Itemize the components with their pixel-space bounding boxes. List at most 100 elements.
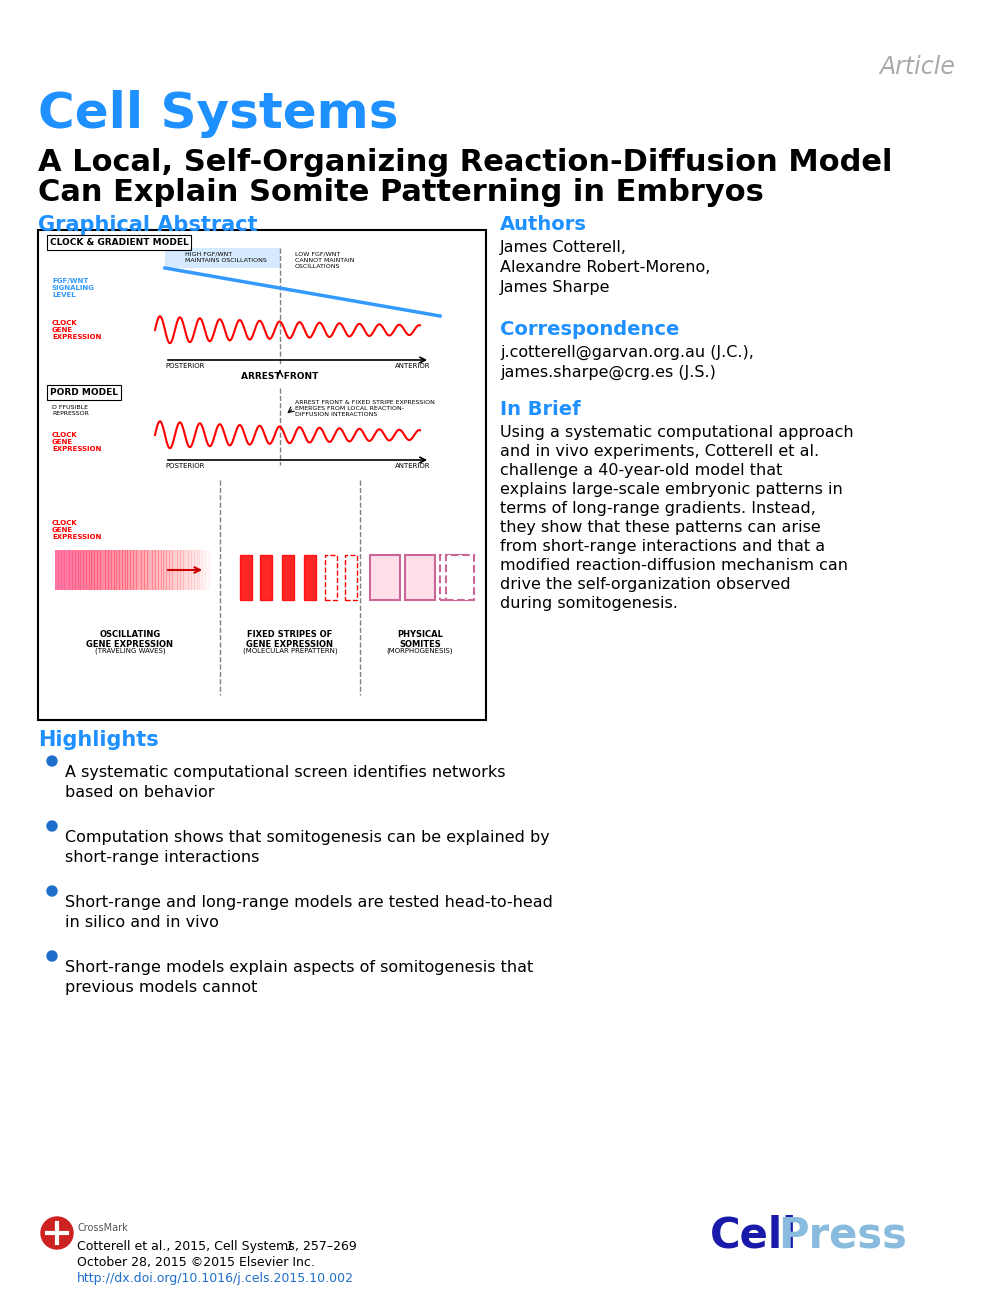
Bar <box>176 549 178 590</box>
Bar <box>115 549 117 590</box>
Bar <box>166 549 168 590</box>
Text: Computation shows that somitogenesis can be explained by: Computation shows that somitogenesis can… <box>65 830 550 846</box>
Bar <box>78 549 80 590</box>
Bar <box>91 549 93 590</box>
Bar <box>165 549 167 590</box>
Circle shape <box>47 821 57 831</box>
Text: CLOCK
GENE
EXPRESSION: CLOCK GENE EXPRESSION <box>52 432 102 452</box>
Bar <box>124 549 126 590</box>
Bar <box>405 555 435 600</box>
Bar <box>194 549 196 590</box>
Text: A Local, Self-Organizing Reaction-Diffusion Model: A Local, Self-Organizing Reaction-Diffus… <box>38 147 892 177</box>
Bar <box>123 549 125 590</box>
Bar <box>169 549 172 590</box>
Bar <box>131 549 133 590</box>
Text: FIXED STRIPES OF
GENE EXPRESSION: FIXED STRIPES OF GENE EXPRESSION <box>246 630 334 650</box>
Text: PHYSICAL
SOMITES: PHYSICAL SOMITES <box>397 630 443 650</box>
Text: CLOCK & GRADIENT MODEL: CLOCK & GRADIENT MODEL <box>50 238 189 247</box>
Text: http://dx.doi.org/10.1016/j.cels.2015.10.002: http://dx.doi.org/10.1016/j.cels.2015.10… <box>77 1272 354 1285</box>
Text: Authors: Authors <box>500 215 587 234</box>
Bar <box>201 549 203 590</box>
Bar <box>173 549 175 590</box>
Text: (TRAVELING WAVES): (TRAVELING WAVES) <box>94 649 165 655</box>
Bar <box>64 549 66 590</box>
Bar <box>191 549 193 590</box>
Bar <box>107 549 109 590</box>
Text: James Sharpe: James Sharpe <box>500 281 610 295</box>
Bar <box>94 549 96 590</box>
Text: Cell Systems: Cell Systems <box>38 90 399 138</box>
Text: FGF/WNT
SIGNALING
LEVEL: FGF/WNT SIGNALING LEVEL <box>52 278 95 298</box>
Circle shape <box>47 886 57 897</box>
Bar <box>199 549 201 590</box>
Bar <box>168 549 170 590</box>
Bar <box>240 555 252 600</box>
Text: james.sharpe@crg.es (J.S.): james.sharpe@crg.es (J.S.) <box>500 365 716 380</box>
Text: October 28, 2015 ©2015 Elsevier Inc.: October 28, 2015 ©2015 Elsevier Inc. <box>77 1255 315 1268</box>
Bar <box>208 549 210 590</box>
Text: Highlights: Highlights <box>38 729 159 750</box>
Bar <box>132 549 134 590</box>
Bar <box>77 549 79 590</box>
Bar <box>155 549 157 590</box>
Bar <box>61 549 63 590</box>
Text: drive the self-organization observed: drive the self-organization observed <box>500 577 791 592</box>
Bar <box>141 549 143 590</box>
Text: modified reaction-diffusion mechanism can: modified reaction-diffusion mechanism ca… <box>500 559 848 573</box>
Bar <box>304 555 316 600</box>
Text: Correspondence: Correspondence <box>500 320 679 339</box>
Bar <box>135 549 137 590</box>
Text: Press: Press <box>778 1215 907 1257</box>
Bar <box>126 549 128 590</box>
Bar <box>112 549 114 590</box>
Text: ANTERIOR: ANTERIOR <box>395 463 430 468</box>
Bar <box>80 549 82 590</box>
Text: James Cotterell,: James Cotterell, <box>500 240 627 254</box>
Bar <box>345 555 357 600</box>
Bar <box>75 549 77 590</box>
Bar <box>162 549 164 590</box>
Text: terms of long-range gradients. Instead,: terms of long-range gradients. Instead, <box>500 501 816 515</box>
Bar <box>182 549 184 590</box>
Text: in silico and in vivo: in silico and in vivo <box>65 915 219 930</box>
Bar <box>58 549 60 590</box>
Bar <box>86 549 88 590</box>
Bar <box>113 549 115 590</box>
Bar <box>102 549 105 590</box>
Text: POSTERIOR: POSTERIOR <box>165 363 204 369</box>
Bar <box>121 549 123 590</box>
Text: CLOCK
GENE
EXPRESSION: CLOCK GENE EXPRESSION <box>52 320 102 341</box>
Bar <box>129 549 131 590</box>
Text: and in vivo experiments, Cotterell et al.: and in vivo experiments, Cotterell et al… <box>500 444 819 459</box>
Bar <box>193 549 195 590</box>
Bar <box>446 555 474 600</box>
Bar <box>196 549 198 590</box>
Bar <box>84 549 86 590</box>
Text: LOW FGF/WNT
CANNOT MAINTAIN
OSCILLATIONS: LOW FGF/WNT CANNOT MAINTAIN OSCILLATIONS <box>295 252 355 269</box>
Bar <box>197 549 200 590</box>
Bar <box>134 549 136 590</box>
Bar <box>440 555 468 600</box>
Bar <box>73 549 75 590</box>
Bar <box>183 549 186 590</box>
Bar <box>145 549 147 590</box>
Bar <box>146 549 148 590</box>
Bar <box>97 549 99 590</box>
Bar <box>104 549 106 590</box>
Bar <box>190 549 192 590</box>
Bar <box>110 549 112 590</box>
Bar <box>106 549 108 590</box>
Text: Short-range and long-range models are tested head-to-head: Short-range and long-range models are te… <box>65 895 553 910</box>
Bar <box>207 549 209 590</box>
Bar <box>143 549 145 590</box>
Text: previous models cannot: previous models cannot <box>65 980 257 994</box>
Text: POSTERIOR: POSTERIOR <box>165 463 204 468</box>
Bar <box>92 549 94 590</box>
Text: Using a systematic computational approach: Using a systematic computational approac… <box>500 425 853 440</box>
Bar <box>188 549 190 590</box>
Text: challenge a 40-year-old model that: challenge a 40-year-old model that <box>500 463 782 478</box>
Bar <box>160 549 162 590</box>
Bar <box>179 549 181 590</box>
Polygon shape <box>165 248 280 268</box>
Bar <box>81 549 83 590</box>
